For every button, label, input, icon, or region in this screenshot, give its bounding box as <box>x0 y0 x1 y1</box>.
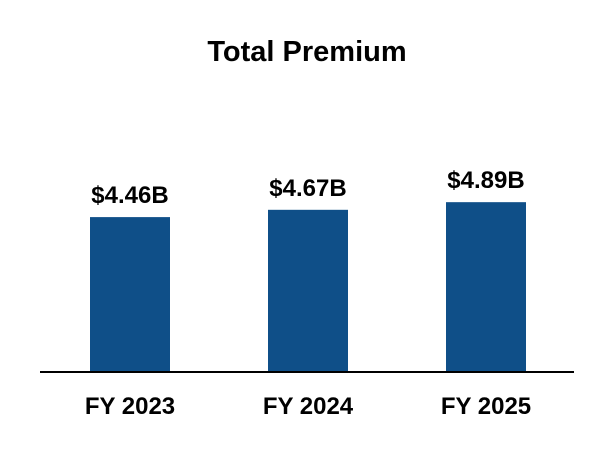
x-tick-label-fy-2025: FY 2025 <box>441 393 531 420</box>
data-labels-group: $4.46B $4.67B $4.89B <box>91 167 524 209</box>
data-label-fy-2024: $4.67B <box>269 175 346 202</box>
data-label-fy-2025: $4.89B <box>447 167 524 194</box>
bar-fy-2023 <box>90 217 170 372</box>
bar-fy-2025 <box>446 202 526 372</box>
chart-title: Total Premium <box>207 36 406 68</box>
x-tick-label-fy-2024: FY 2024 <box>263 393 354 420</box>
data-label-fy-2023: $4.46B <box>91 182 168 209</box>
bars-group <box>90 202 526 372</box>
x-tick-label-fy-2023: FY 2023 <box>85 393 175 420</box>
x-tick-labels-group: FY 2023 FY 2024 FY 2025 <box>85 393 531 420</box>
bar-fy-2024 <box>268 209 348 372</box>
